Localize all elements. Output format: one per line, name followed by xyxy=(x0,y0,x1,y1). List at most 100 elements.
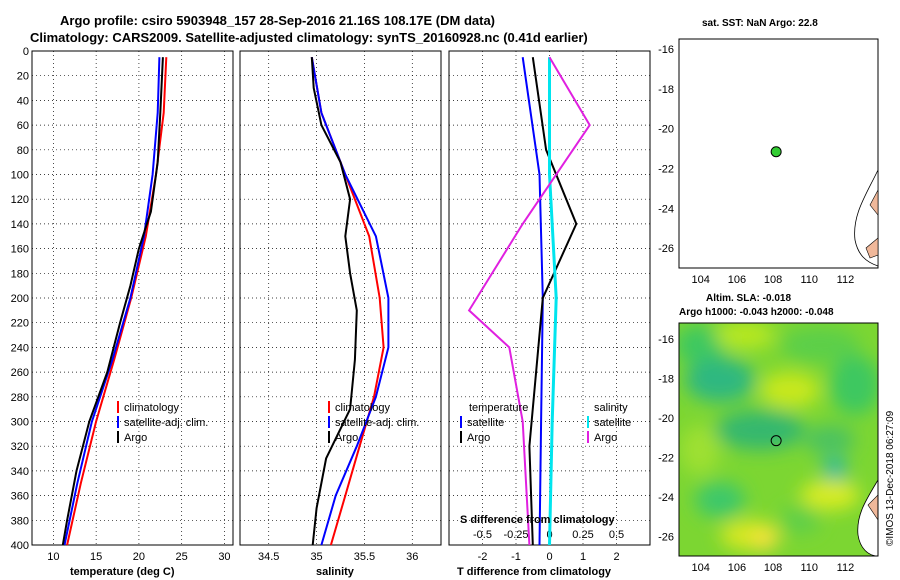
map-x-tick-label: 110 xyxy=(800,274,818,286)
salinity-legend: climatology satellite-adj. clim. Argo xyxy=(328,401,419,444)
title-line-1: Argo profile: csiro 5903948_157 28-Sep-2… xyxy=(60,13,495,28)
difference-x2label: S difference from climatology xyxy=(460,514,616,526)
y-tick-label: 60 xyxy=(17,120,29,132)
argo-position-marker xyxy=(770,146,782,158)
y-tick-label: 80 xyxy=(17,145,29,157)
y-tick-label: 400 xyxy=(11,540,29,552)
argo-position-marker xyxy=(770,435,782,447)
x-tick-label: 20 xyxy=(133,551,145,563)
series-line-argo xyxy=(310,57,358,546)
map-x-tick-label: 108 xyxy=(764,274,782,286)
map-y-tick-label: -20 xyxy=(658,124,674,136)
map-y-tick-label: -26 xyxy=(658,243,674,255)
map-x-tick-label: 112 xyxy=(837,274,855,286)
y-tick-label: 280 xyxy=(11,392,29,404)
y-tick-label: 140 xyxy=(11,219,29,231)
map-y-tick-label: -18 xyxy=(658,84,674,96)
legend-label-satellite: satellite-adj. clim. xyxy=(124,417,208,429)
series-line-t-argo xyxy=(528,57,578,546)
temperature-xlabel: temperature (deg C) xyxy=(70,566,175,578)
tick-labels: 10 15 20 25 30020406080100120140160180200220… xyxy=(11,44,855,574)
map-y-tick-label: -22 xyxy=(658,452,674,464)
sst-map-title: sat. SST: NaN Argo: 22.8 xyxy=(702,18,818,29)
y-tick-label: 0 xyxy=(23,46,29,58)
x2-tick-label: -0.25 xyxy=(503,529,528,541)
map-x-tick-label: 112 xyxy=(837,562,855,574)
map-x-tick-label: 104 xyxy=(692,562,710,574)
series-line-s-satellite xyxy=(548,57,558,546)
map-x-tick-label: 106 xyxy=(728,562,746,574)
x-tick-label: 30 xyxy=(218,551,230,563)
legend-label-t-satellite: satellite xyxy=(467,417,504,429)
credit-text: ©IMOS 13-Dec-2018 06:27:09 xyxy=(885,410,896,546)
legend-title-temperature: temperature xyxy=(469,402,528,414)
legend-label-t-argo: Argo xyxy=(467,432,490,444)
map-x-tick-label: 110 xyxy=(800,562,818,574)
map-y-tick-label: -26 xyxy=(658,531,674,543)
map-x-tick-label: 108 xyxy=(764,562,782,574)
x-tick-label: 2 xyxy=(613,551,619,563)
x-tick-label: 35 xyxy=(310,551,322,563)
sla-map-axes xyxy=(678,322,879,557)
series-line-climatology xyxy=(66,57,168,546)
legend-label-climatology: climatology xyxy=(124,402,180,414)
legend-title-salinity: salinity xyxy=(594,402,628,414)
legend-label-s-argo: Argo xyxy=(594,432,617,444)
x-tick-label: 0 xyxy=(546,551,552,563)
x2-tick-label: -0.5 xyxy=(473,529,492,541)
y-tick-label: 340 xyxy=(11,466,29,478)
y-tick-label: 200 xyxy=(11,293,29,305)
difference-xlabel: T difference from climatology xyxy=(457,566,612,578)
y-tick-label: 360 xyxy=(11,491,29,503)
sst-map-axes xyxy=(678,38,879,269)
grid xyxy=(32,50,650,546)
series-line-satellite-adj-clim- xyxy=(310,57,390,546)
y-tick-label: 260 xyxy=(11,367,29,379)
x-tick-label: 1 xyxy=(580,551,586,563)
sla-heatmap xyxy=(678,322,879,557)
data-lines xyxy=(61,56,591,546)
map-y-tick-label: -16 xyxy=(658,44,674,56)
x-tick-label: 36 xyxy=(406,551,418,563)
y-tick-label: 240 xyxy=(11,342,29,354)
map-y-tick-label: -16 xyxy=(658,334,674,346)
x-tick-label: 25 xyxy=(176,551,188,563)
y-tick-label: 160 xyxy=(11,244,29,256)
series-line-argo xyxy=(61,57,164,546)
x-tick-label: -2 xyxy=(478,551,488,563)
land-patch xyxy=(865,237,879,259)
y-tick-label: 320 xyxy=(11,441,29,453)
sla-map-title-1: Altim. SLA: -0.018 xyxy=(706,293,791,304)
y-tick-label: 380 xyxy=(11,515,29,527)
map-y-tick-label: -20 xyxy=(658,413,674,425)
title-line-2: Climatology: CARS2009. Satellite-adjuste… xyxy=(30,30,588,45)
legend-label-argo: Argo xyxy=(335,432,358,444)
map-y-tick-label: -22 xyxy=(658,163,674,175)
map-y-tick-label: -24 xyxy=(658,203,674,215)
x-tick-label: 15 xyxy=(90,551,102,563)
legend-label-argo: Argo xyxy=(124,432,147,444)
y-tick-label: 120 xyxy=(11,194,29,206)
legend-label-s-satellite: satellite xyxy=(594,417,631,429)
x-tick-label: 35.5 xyxy=(354,551,375,563)
y-tick-label: 100 xyxy=(11,170,29,182)
map-marks xyxy=(770,146,782,447)
series-line-s-argo xyxy=(467,56,591,546)
coastline xyxy=(854,169,879,267)
y-tick-label: 300 xyxy=(11,417,29,429)
y-tick-label: 220 xyxy=(11,318,29,330)
series-line-satellite-adj-clim- xyxy=(63,57,161,546)
legend-label-satellite: satellite-adj. clim. xyxy=(335,417,419,429)
sla-map-title-2: Argo h1000: -0.043 h2000: -0.048 xyxy=(679,307,834,318)
map-x-tick-label: 104 xyxy=(692,274,710,286)
map-y-tick-label: -18 xyxy=(658,373,674,385)
y-tick-label: 180 xyxy=(11,268,29,280)
difference-legend: temperature salinity satellite Argo sate… xyxy=(460,402,631,444)
map-y-tick-label: -24 xyxy=(658,492,674,504)
x-tick-label: -1 xyxy=(511,551,521,563)
land-patch xyxy=(869,189,879,216)
salinity-xlabel: salinity xyxy=(316,566,355,578)
map-x-tick-label: 106 xyxy=(728,274,746,286)
legend-label-climatology: climatology xyxy=(335,402,391,414)
